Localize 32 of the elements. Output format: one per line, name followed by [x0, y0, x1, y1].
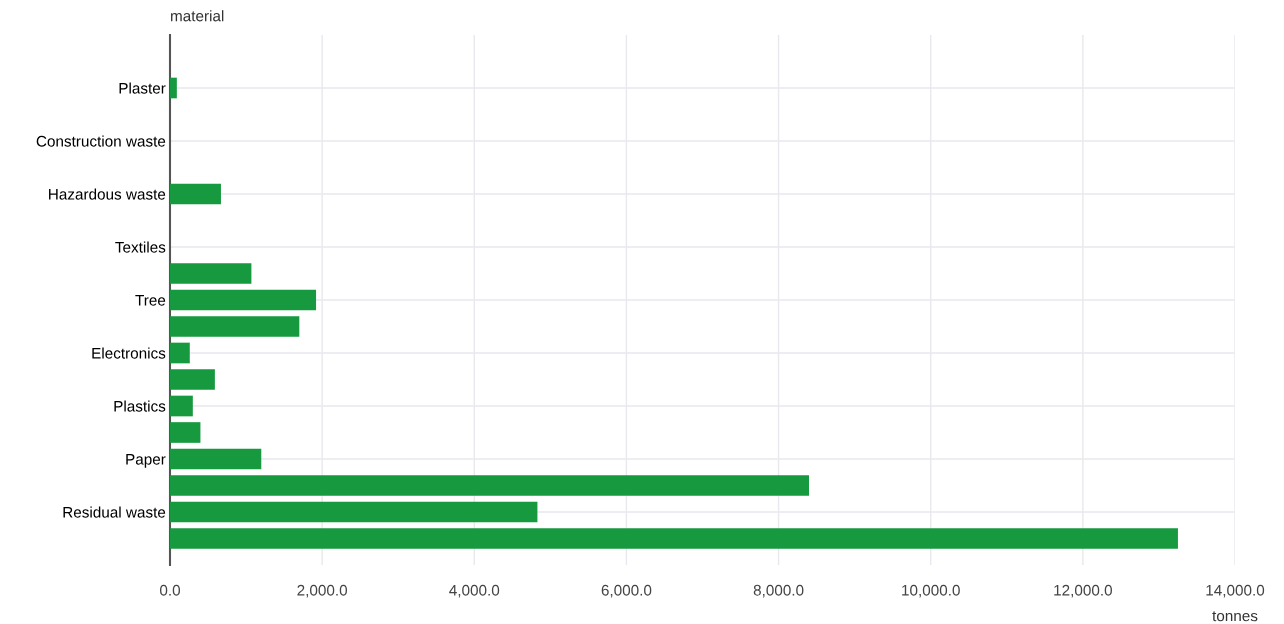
x-tick-label: 4,000.0	[449, 584, 500, 598]
bar	[170, 501, 538, 523]
y-tick-label: Textiles	[115, 241, 166, 253]
bar	[170, 475, 809, 496]
x-axis-title: tonnes	[1212, 611, 1258, 622]
bar	[170, 448, 262, 470]
x-tick-label: 6,000.0	[601, 584, 652, 598]
bar	[170, 183, 221, 205]
y-tick-label: Construction waste	[36, 135, 166, 147]
bar	[170, 395, 193, 417]
bar	[170, 77, 177, 99]
y-tick-label: Electronics	[92, 347, 166, 359]
x-tick-label: 12,000.0	[1054, 584, 1112, 598]
y-tick-label: Hazardous waste	[49, 188, 166, 200]
y-tick-label: Tree	[135, 295, 166, 306]
x-tick-label: 0.0	[159, 584, 181, 596]
x-tick-label: 2,000.0	[297, 584, 348, 598]
y-tick-label: Plastics	[114, 400, 166, 412]
bar	[170, 342, 190, 364]
bar	[170, 422, 201, 443]
y-tick-label: Plaster	[119, 82, 166, 94]
x-tick-label: 14,000.0	[1206, 584, 1265, 598]
y-tick-label: Residual waste	[63, 506, 166, 518]
bar	[170, 263, 252, 284]
x-tick-label: 8,000.0	[753, 584, 804, 598]
x-tick-label: 10,000.0	[902, 584, 960, 598]
bar	[170, 369, 215, 390]
bar	[170, 528, 1178, 549]
y-tick-label: Paper	[126, 454, 166, 468]
y-axis-title: material	[171, 10, 224, 22]
bar	[170, 316, 300, 337]
bar	[170, 289, 317, 311]
